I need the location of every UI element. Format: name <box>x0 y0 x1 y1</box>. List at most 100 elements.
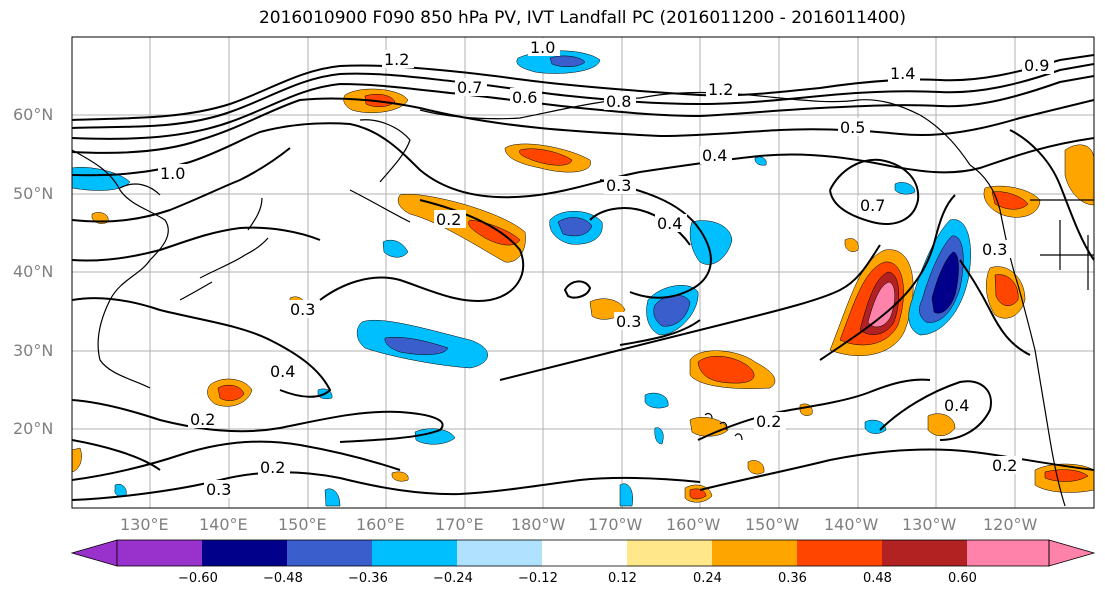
contour-17 <box>697 378 931 441</box>
pv-contours <box>72 54 1094 501</box>
contour-label: 0.6 <box>512 88 537 107</box>
shade-pos-7b <box>994 274 1019 307</box>
contour-6 <box>72 147 291 223</box>
contour-label: 0.2 <box>436 210 461 229</box>
shade-neg-11 <box>619 483 633 507</box>
lon-label: 170°W <box>588 515 643 534</box>
shade-neg-10 <box>644 392 669 409</box>
shade-pos-3b <box>519 148 573 166</box>
shade-neg-5b <box>549 55 586 67</box>
coastlines <box>72 91 1094 507</box>
contour-25 <box>1009 129 1094 261</box>
colorbar-tick: 0.12 <box>608 571 637 586</box>
lon-label: 130°E <box>120 515 169 534</box>
contour-label: 0.3 <box>616 312 641 331</box>
contour-label: 0.8 <box>606 92 631 111</box>
colorbar-tick: −0.60 <box>178 571 218 586</box>
shade-neg-2b <box>384 337 449 355</box>
contour-24 <box>72 439 161 471</box>
colorbar-swatch <box>372 540 457 566</box>
contour-label: 0.2 <box>992 456 1017 475</box>
contour-label: 0.4 <box>702 146 727 165</box>
contour-9 <box>319 199 525 302</box>
colorbar-swatch <box>712 540 797 566</box>
contour-7 <box>72 226 321 262</box>
lon-label: 140°E <box>199 515 248 534</box>
shade-pos-4 <box>397 194 526 263</box>
shading <box>72 50 1094 507</box>
shade-neg-9 <box>414 428 456 445</box>
map-area: 1.0 1.2 0.7 0.6 0.8 1.2 1.4 0.9 0.5 0.4 … <box>72 37 1094 508</box>
colorbar-swatch <box>202 540 287 566</box>
contour-label: 1.2 <box>708 80 733 99</box>
lon-label: 150°W <box>745 515 800 534</box>
contour-label: 0.2 <box>190 410 215 429</box>
japan <box>179 197 269 301</box>
shade-neg-8 <box>382 239 409 258</box>
contour-label: 0.4 <box>270 362 295 381</box>
colorbar-min-arrow <box>70 539 118 567</box>
shade-pos-6b <box>217 384 245 401</box>
lon-label: 160°E <box>356 515 405 534</box>
shade-pos-14 <box>689 417 729 437</box>
shade-neg-1c <box>931 251 959 314</box>
contour-label: 0.2 <box>756 412 781 431</box>
contour-label: 0.3 <box>982 240 1007 259</box>
colorbar-tick: −0.24 <box>433 571 473 586</box>
shade-pos-8b <box>991 191 1029 210</box>
na-border-1 <box>1030 199 1094 290</box>
shade-neg-4b <box>557 217 593 237</box>
contour-18 <box>879 380 992 441</box>
contour-label: 0.4 <box>657 214 682 233</box>
shade-pos-12 <box>927 413 956 436</box>
shade-pos-1d <box>867 281 895 328</box>
shade-neg-7 <box>72 167 131 191</box>
shade-pos-2b <box>697 355 755 384</box>
colorbar <box>70 539 1096 567</box>
colorbar-tick: 0.36 <box>778 571 807 586</box>
map-frame <box>71 36 1095 509</box>
contour-3 <box>72 75 1094 140</box>
contour-10 <box>72 297 332 398</box>
contour-label: 0.7 <box>860 196 885 215</box>
colorbar-tick: 0.60 <box>948 571 977 586</box>
colorbar-swatch <box>627 540 712 566</box>
contour-label: 0.3 <box>206 480 231 499</box>
lat-label-20n: 20°N <box>13 419 54 438</box>
colorbar-tick: −0.12 <box>518 571 558 586</box>
shade-pos-4b <box>468 219 521 246</box>
shade-pos-19 <box>391 471 409 482</box>
shade-pos-16 <box>844 238 859 252</box>
shade-neg-18 <box>754 156 767 166</box>
shade-pos-5b <box>364 94 396 107</box>
contour-label: 0.3 <box>290 300 315 319</box>
contour-12 <box>72 440 401 481</box>
lon-label: 170°E <box>435 515 484 534</box>
colorbar-max-arrow <box>1048 539 1096 567</box>
contour-23 <box>563 280 592 299</box>
contour-labels: 1.0 1.2 0.7 0.6 0.8 1.2 1.4 0.9 0.5 0.4 … <box>158 38 1054 499</box>
contour-label: 1.0 <box>530 38 555 57</box>
shade-neg-14 <box>654 427 664 445</box>
colorbar-swatch <box>882 540 967 566</box>
lon-label: 160°W <box>666 515 721 534</box>
colorbar-swatch <box>457 540 542 566</box>
colorbar-tick: −0.36 <box>348 571 388 586</box>
map-title: 2016010900 F090 850 hPa PV, IVT Landfall… <box>258 8 906 28</box>
contour-21 <box>959 259 1031 356</box>
contour-label: 1.2 <box>384 50 409 69</box>
colorbar-tick: −0.48 <box>263 571 303 586</box>
contour-8 <box>599 179 712 299</box>
contour-label: 1.4 <box>890 64 915 83</box>
lat-label-40n: 40°N <box>13 262 54 281</box>
contour-13 <box>72 471 701 501</box>
contour-label: 1.0 <box>160 164 185 183</box>
kamchatka <box>349 119 411 223</box>
contour-15 <box>499 244 881 381</box>
contour-16 <box>619 319 701 346</box>
contour-label: 0.3 <box>606 176 631 195</box>
colorbar-swatch <box>287 540 372 566</box>
lon-label: 150°E <box>278 515 327 534</box>
lon-label: 120°W <box>983 515 1038 534</box>
